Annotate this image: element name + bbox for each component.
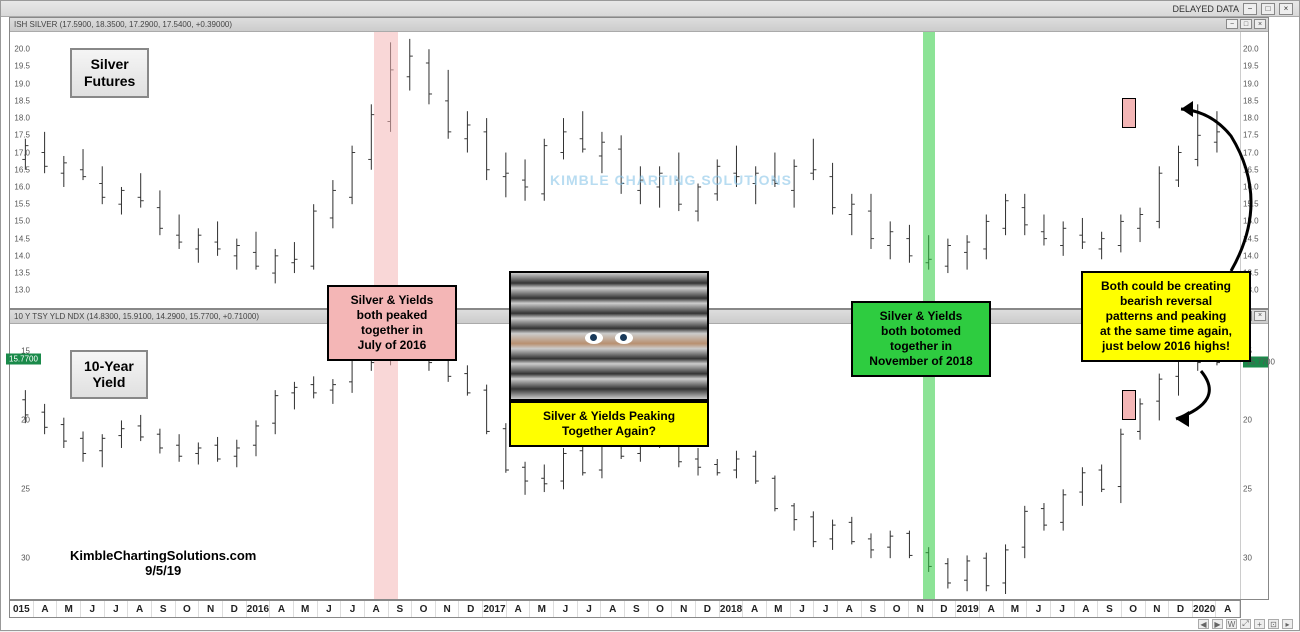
tool-more-icon[interactable]: ▸	[1282, 619, 1293, 629]
anno-green: Silver & Yields both botomed together in…	[851, 301, 991, 377]
bottom-yaxis-right: 15.7700 15202530	[1240, 324, 1268, 600]
watermark: KIMBLE CHARTING SOLUTIONS	[550, 172, 792, 188]
x-axis: 015AMJJASOND2016AMJJASOND2017AMJJASOND20…	[9, 600, 1241, 618]
peak-2016-highlight-bot	[374, 324, 398, 600]
minimize-icon[interactable]: −	[1243, 3, 1257, 15]
top-pane-header: ISH SILVER (17.5900, 18.3500, 17.2900, 1…	[10, 18, 1268, 32]
close-icon[interactable]: ×	[1279, 3, 1293, 15]
tool-left-icon[interactable]: ◀	[1198, 619, 1209, 629]
window-titlebar: DELAYED DATA − □ ×	[1, 1, 1299, 17]
pane-max-icon[interactable]: □	[1240, 19, 1252, 29]
bottom-toolbar: ◀ ▶ W ⤢ + ⊡ ▸	[1198, 618, 1293, 630]
bottom-title-box: 10-YearYield	[70, 350, 148, 400]
recent-peak-mark-bot	[1122, 390, 1136, 420]
anno-yellow-center: Silver & Yields Peaking Together Again?	[509, 401, 709, 447]
anno-pink: Silver & Yields both peaked together in …	[327, 285, 457, 361]
tool-zoom-icon[interactable]: ⤢	[1240, 619, 1251, 629]
top-pane: ISH SILVER (17.5900, 18.3500, 17.2900, 1…	[9, 17, 1269, 309]
top-yaxis-right: 13.013.514.014.515.015.516.016.517.017.5…	[1240, 32, 1268, 308]
bottom-quote: 10 Y TSY YLD NDX (14.8300, 15.9100, 14.2…	[14, 312, 259, 321]
peak-2016-highlight	[374, 32, 398, 308]
maximize-icon[interactable]: □	[1261, 3, 1275, 15]
delayed-label: DELAYED DATA	[1172, 4, 1239, 14]
pane-close-icon[interactable]: ×	[1254, 311, 1266, 321]
top-quote: ISH SILVER (17.5900, 18.3500, 17.2900, 1…	[14, 20, 232, 29]
top-plot[interactable]	[10, 32, 1240, 308]
tool-fit-icon[interactable]: ⊡	[1268, 619, 1279, 629]
recent-peak-mark-top	[1122, 98, 1136, 128]
credit-text: KimbleChartingSolutions.com9/5/19	[70, 548, 256, 579]
anno-yellow-right: Both could be creating bearish reversal …	[1081, 271, 1251, 362]
last-price-tag-left: 15.7700	[6, 353, 41, 364]
top-title-box: SilverFutures	[70, 48, 149, 98]
tool-w-icon[interactable]: W	[1226, 619, 1237, 629]
blinds-image	[509, 271, 709, 401]
pane-close-icon[interactable]: ×	[1254, 19, 1266, 29]
tool-cross-icon[interactable]: +	[1254, 619, 1265, 629]
tool-right-icon[interactable]: ▶	[1212, 619, 1223, 629]
pane-min-icon[interactable]: −	[1226, 19, 1238, 29]
bottom-2018-highlight	[923, 32, 935, 308]
